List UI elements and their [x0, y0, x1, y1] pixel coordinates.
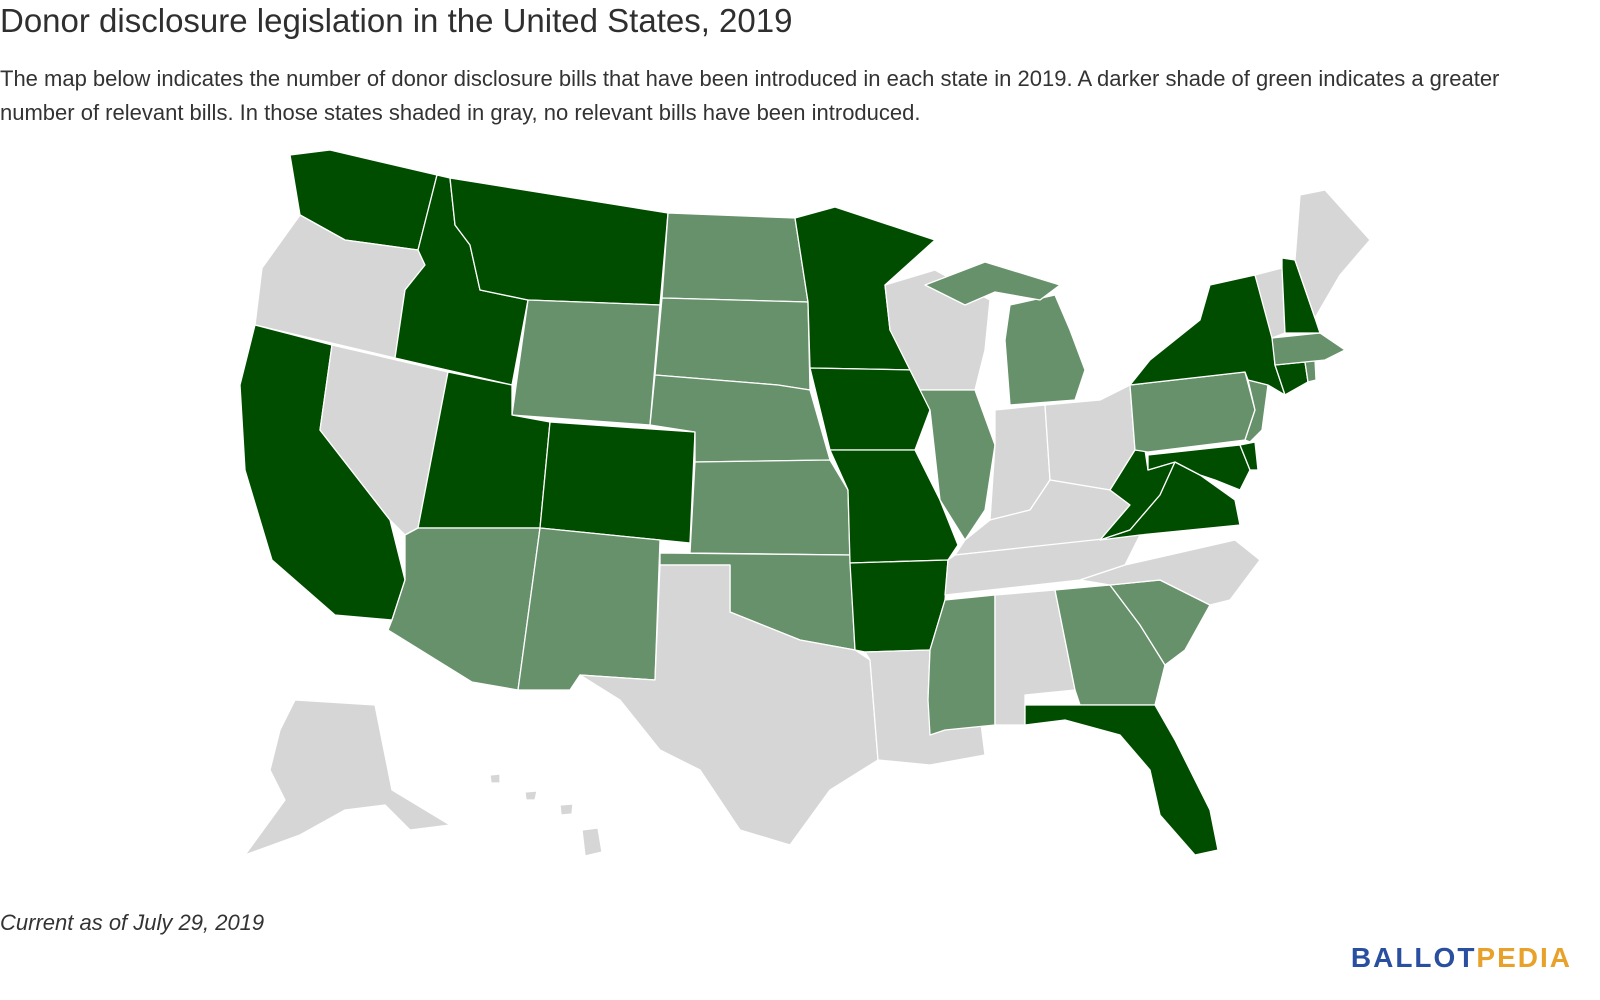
state-massachusetts[interactable] — [1271, 332, 1346, 366]
state-michigan[interactable] — [1004, 294, 1086, 406]
state-hawaii-kauai[interactable] — [489, 773, 501, 784]
footnote-date: Current as of July 29, 2019 — [0, 910, 265, 935]
state-new-mexico[interactable] — [517, 527, 661, 691]
state-south-dakota[interactable] — [654, 297, 811, 391]
state-alaska[interactable] — [244, 699, 451, 856]
state-delaware[interactable] — [1239, 441, 1259, 471]
state-michigan-upper[interactable] — [924, 261, 1061, 306]
ballotpedia-logo[interactable]: BALLOTPEDIA — [1351, 942, 1572, 974]
state-wyoming[interactable] — [511, 299, 661, 426]
state-florida[interactable] — [1024, 704, 1219, 856]
state-montana[interactable] — [449, 177, 669, 306]
state-pennsylvania[interactable] — [1129, 371, 1256, 453]
state-arizona[interactable] — [387, 527, 541, 691]
state-missouri[interactable] — [829, 449, 959, 564]
us-map — [0, 140, 1600, 880]
logo-part-ballot: BALLOT — [1350, 942, 1477, 973]
state-iowa[interactable] — [809, 367, 931, 451]
logo-part-pedia: PEDIA — [1476, 942, 1572, 973]
state-north-carolina[interactable] — [1079, 539, 1261, 606]
state-texas[interactable] — [579, 564, 879, 846]
state-kansas[interactable] — [689, 459, 851, 556]
page-title: Donor disclosure legislation in the Unit… — [0, 2, 793, 39]
state-north-dakota[interactable] — [661, 212, 809, 303]
state-colorado[interactable] — [539, 421, 696, 544]
state-hawaii-oahu[interactable] — [524, 790, 538, 801]
state-hawaii[interactable] — [581, 827, 603, 857]
state-illinois[interactable] — [919, 389, 996, 541]
state-hawaii-maui[interactable] — [559, 803, 574, 816]
state-maine[interactable] — [1294, 189, 1371, 319]
map-description: The map below indicates the number of do… — [0, 66, 1500, 125]
